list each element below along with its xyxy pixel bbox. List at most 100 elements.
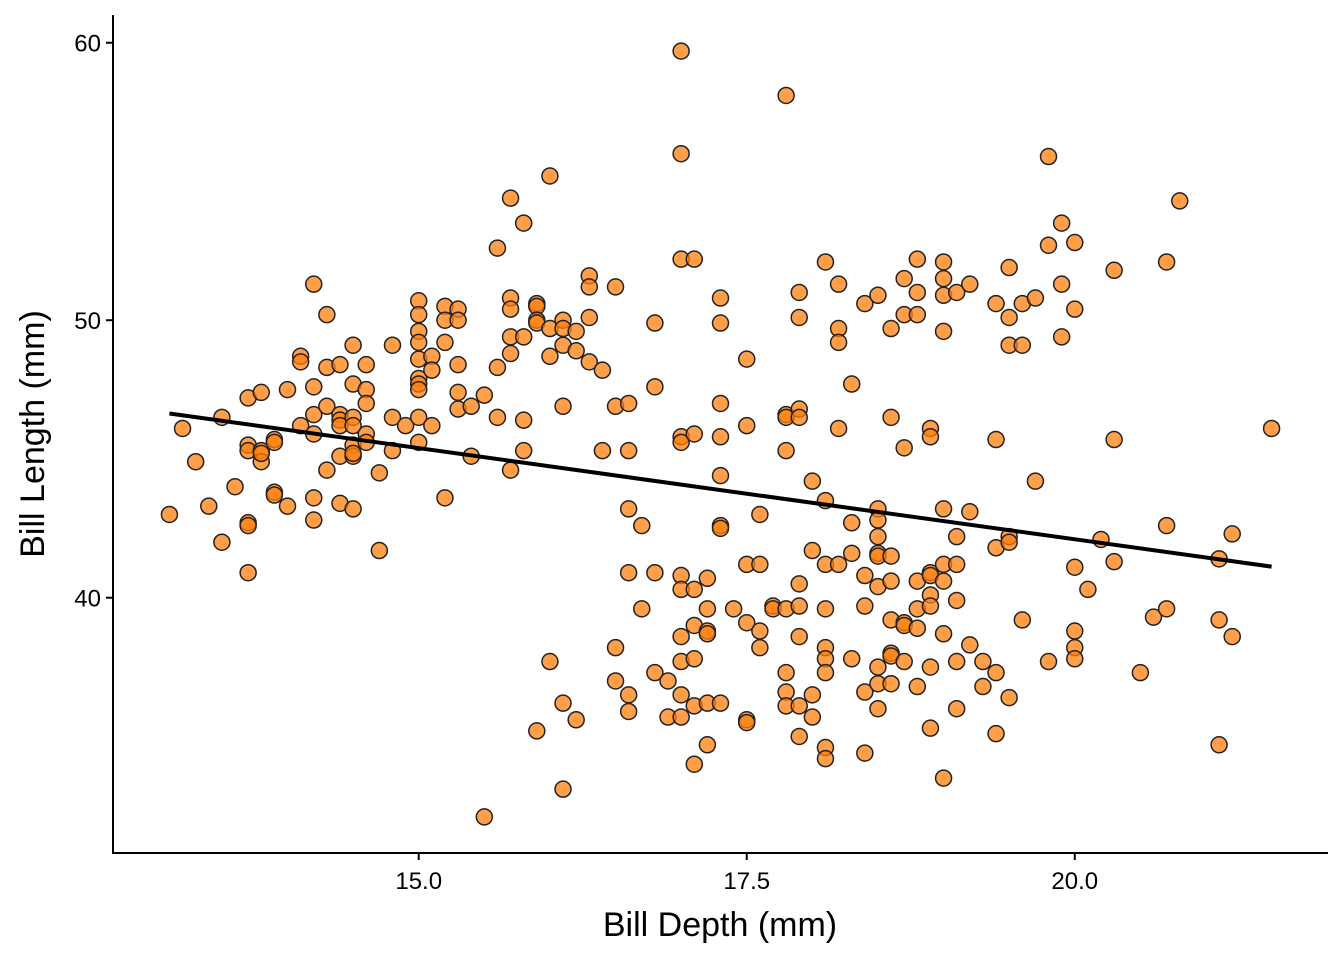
data-point xyxy=(409,305,428,324)
data-point xyxy=(619,500,638,518)
data-point xyxy=(344,416,362,435)
data-point xyxy=(423,416,441,435)
data-point xyxy=(567,322,585,341)
data-point xyxy=(619,563,638,582)
data-point xyxy=(1000,688,1018,707)
data-point xyxy=(1157,253,1176,271)
data-point xyxy=(1039,652,1058,671)
trend-line xyxy=(169,411,1272,569)
data-point xyxy=(646,663,664,682)
data-point xyxy=(947,591,966,610)
data-point xyxy=(1210,611,1228,629)
data-point xyxy=(488,408,507,427)
data-point xyxy=(1131,663,1150,682)
data-point xyxy=(908,677,927,696)
data-point xyxy=(436,489,454,507)
data-point xyxy=(475,808,494,826)
data-point xyxy=(1223,627,1241,646)
data-point xyxy=(1039,236,1058,255)
data-point xyxy=(908,619,927,637)
data-point xyxy=(934,769,953,787)
data-point xyxy=(908,283,927,302)
data-point xyxy=(436,333,454,352)
data-point xyxy=(501,344,520,363)
data-point xyxy=(777,441,795,460)
data-point xyxy=(357,394,375,413)
data-point xyxy=(921,597,940,615)
data-point xyxy=(698,600,717,618)
data-point xyxy=(1105,552,1123,571)
data-point xyxy=(777,86,795,105)
data-point xyxy=(619,702,638,721)
data-point xyxy=(987,663,1005,682)
data-point xyxy=(633,516,651,535)
data-point xyxy=(1026,289,1045,307)
data-point xyxy=(672,686,690,704)
data-point xyxy=(409,408,428,427)
data-point xyxy=(816,600,835,618)
x-tick-label: 17.5 xyxy=(723,868,770,895)
data-point xyxy=(554,397,572,416)
data-point xyxy=(619,394,638,413)
data-point xyxy=(672,433,690,452)
data-point xyxy=(1039,147,1058,166)
data-point xyxy=(829,333,848,352)
data-point xyxy=(934,269,953,288)
data-point xyxy=(1262,419,1281,438)
data-point xyxy=(882,319,900,338)
data-point xyxy=(370,464,389,482)
data-point xyxy=(318,305,336,324)
data-point xyxy=(672,42,690,60)
data-point xyxy=(895,652,913,671)
data-point xyxy=(370,541,389,560)
data-point xyxy=(711,694,730,712)
data-point xyxy=(659,672,677,690)
data-point xyxy=(856,597,874,615)
data-point xyxy=(646,378,664,396)
data-point xyxy=(383,408,402,427)
data-point xyxy=(947,527,966,546)
data-point xyxy=(751,622,769,640)
data-point xyxy=(724,600,743,618)
data-point xyxy=(947,652,966,671)
data-point xyxy=(803,708,822,726)
data-point xyxy=(737,713,756,732)
data-point xyxy=(383,336,402,354)
data-point xyxy=(672,144,690,163)
data-point xyxy=(239,563,257,582)
data-point xyxy=(921,428,940,446)
data-point xyxy=(606,672,625,690)
data-point xyxy=(554,780,572,798)
data-point xyxy=(291,353,310,371)
data-point xyxy=(856,744,874,762)
data-point xyxy=(593,441,612,460)
data-point xyxy=(816,663,835,682)
data-point xyxy=(514,411,533,429)
data-point xyxy=(1157,600,1176,618)
data-point xyxy=(593,361,612,379)
data-point xyxy=(869,527,887,546)
data-point xyxy=(239,516,257,535)
data-point xyxy=(541,652,559,671)
data-point xyxy=(278,497,297,515)
data-point xyxy=(305,511,323,529)
data-point xyxy=(501,461,520,479)
data-point xyxy=(462,397,480,416)
data-point xyxy=(934,322,953,341)
data-point xyxy=(790,308,808,327)
data-point xyxy=(554,694,572,712)
data-point xyxy=(829,555,848,574)
data-point xyxy=(265,486,284,504)
y-tick-label: 50 xyxy=(74,308,101,335)
data-point xyxy=(987,294,1005,313)
data-point xyxy=(947,555,966,574)
data-point xyxy=(528,722,546,740)
data-point xyxy=(1066,558,1084,576)
data-point xyxy=(790,575,808,593)
data-point xyxy=(698,569,717,588)
data-point xyxy=(501,189,520,207)
data-point xyxy=(305,275,323,293)
data-point xyxy=(344,500,362,518)
data-point xyxy=(1144,608,1163,626)
